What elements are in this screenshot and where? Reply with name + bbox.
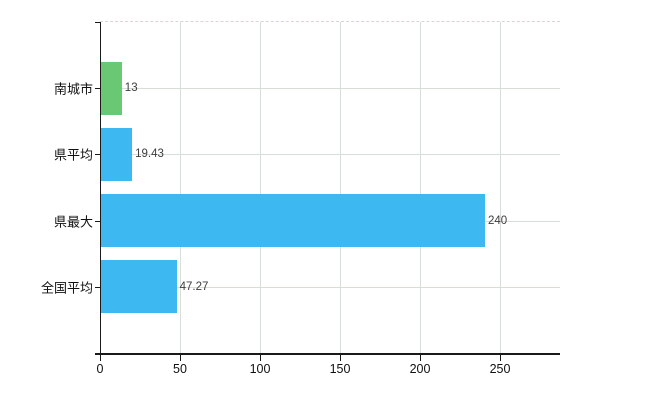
x-axis-line — [95, 353, 560, 355]
bar-value-label: 47.27 — [179, 280, 209, 293]
y-axis-tick — [95, 88, 100, 90]
y-axis-line — [100, 22, 101, 353]
x-axis-tick-label: 250 — [489, 362, 511, 376]
y-axis-top-tick — [95, 22, 100, 23]
category-label: 南城市 — [53, 81, 93, 97]
bar-南城市 — [101, 61, 122, 115]
gridline-vertical — [180, 22, 181, 353]
x-axis-tick-label: 100 — [249, 362, 271, 376]
gridline-horizontal — [100, 286, 560, 288]
x-axis-tick-label: 150 — [329, 362, 351, 376]
x-axis-tick — [420, 355, 421, 361]
y-axis-tick — [95, 220, 100, 222]
bar-value-label: 240 — [488, 214, 508, 227]
category-label: 県最大 — [53, 214, 93, 230]
gridline-vertical — [420, 22, 421, 353]
bar-県最大 — [101, 194, 485, 248]
x-axis-tick — [260, 355, 261, 361]
x-axis-tick-label: 0 — [96, 362, 104, 376]
bar-全国平均 — [101, 260, 177, 314]
x-axis-tick — [340, 355, 341, 361]
category-label: 全国平均 — [40, 280, 93, 296]
gridline-horizontal — [100, 88, 560, 90]
category-label: 県平均 — [53, 147, 93, 163]
y-axis-tick — [95, 286, 100, 288]
y-axis-tick — [95, 154, 100, 156]
gridline-horizontal — [100, 154, 560, 156]
bar-value-label: 13 — [124, 82, 138, 95]
bar-県平均 — [101, 127, 133, 181]
plot-top-border — [100, 21, 560, 22]
gridline-vertical — [260, 22, 261, 353]
gridline-vertical — [500, 22, 501, 353]
x-axis-tick-label: 200 — [409, 362, 431, 376]
x-axis-tick-label: 50 — [173, 362, 187, 376]
x-axis-tick — [180, 355, 181, 361]
gridline-vertical — [340, 22, 341, 353]
bar-value-label: 19.43 — [135, 148, 164, 161]
x-axis-tick — [100, 355, 101, 361]
x-axis-tick — [500, 355, 501, 361]
